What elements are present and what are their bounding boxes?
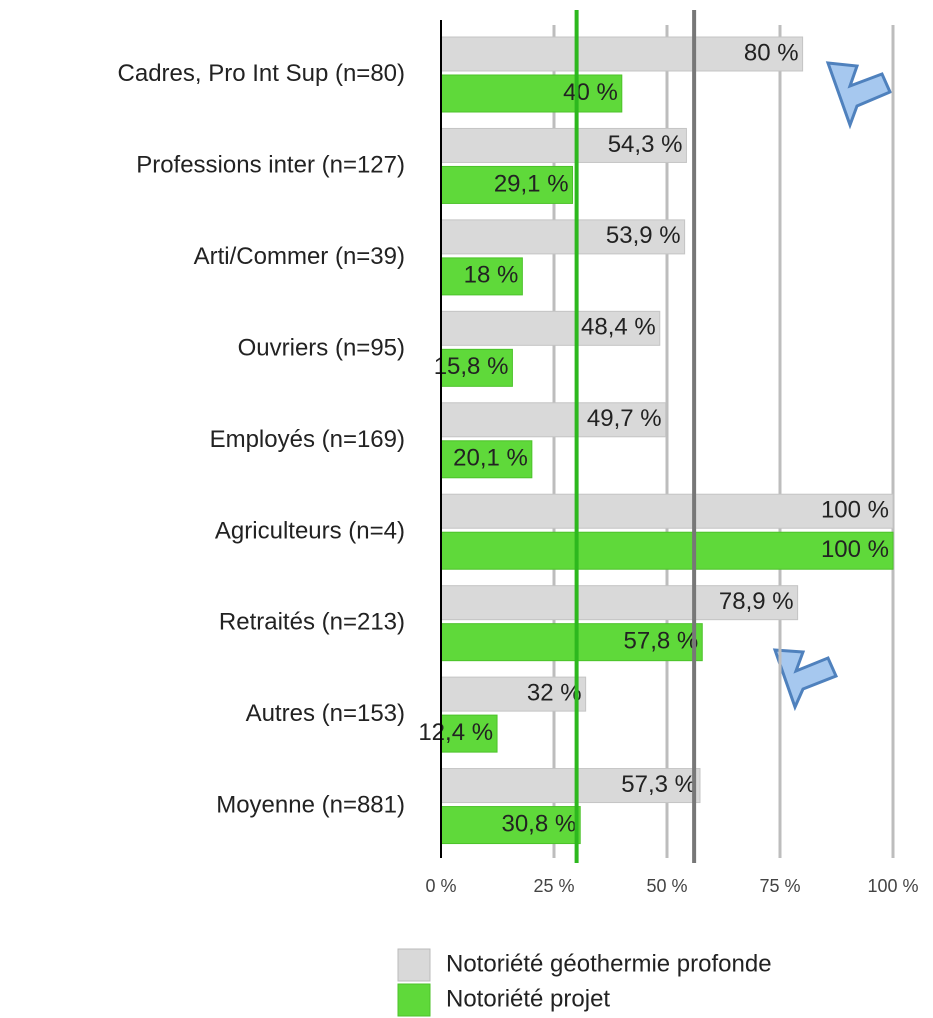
value-label: 78,9 % — [719, 588, 794, 615]
category-label: Ouvriers (n=95) — [238, 334, 405, 361]
category-label: Moyenne (n=881) — [216, 792, 405, 819]
category-label: Cadres, Pro Int Sup (n=80) — [118, 60, 405, 87]
bar — [440, 531, 894, 570]
category-label: Employés (n=169) — [210, 426, 405, 453]
value-label: 12,4 % — [418, 719, 493, 746]
value-label: 40 % — [563, 79, 618, 106]
category-label: Retraités (n=213) — [219, 609, 405, 636]
bar — [440, 493, 894, 529]
arrow-decoration — [772, 61, 892, 712]
bar — [440, 768, 701, 804]
value-label: 15,8 % — [434, 353, 509, 380]
bar — [440, 257, 523, 296]
value-label: 48,4 % — [581, 314, 656, 341]
value-label: 100 % — [821, 497, 889, 524]
bar — [440, 402, 667, 438]
legend-label: Notoriété géothermie profonde — [446, 950, 772, 977]
legend-swatch — [397, 948, 431, 982]
bar — [440, 676, 587, 712]
value-label: 18 % — [464, 262, 519, 289]
x-tick-label: 0 % — [425, 876, 456, 896]
arrow — [825, 61, 892, 130]
value-label: 20,1 % — [453, 445, 528, 472]
value-label: 29,1 % — [494, 170, 569, 197]
arrow — [772, 648, 839, 712]
bar — [440, 74, 623, 113]
bar — [440, 310, 661, 346]
category-label: Autres (n=153) — [246, 700, 405, 727]
x-tick-label: 25 % — [533, 876, 574, 896]
bar — [440, 348, 513, 387]
x-tick-label: 50 % — [646, 876, 687, 896]
category-label: Professions inter (n=127) — [136, 152, 405, 179]
value-label: 53,9 % — [606, 222, 681, 249]
category-label: Arti/Commer (n=39) — [194, 243, 405, 270]
value-label: 49,7 % — [587, 405, 662, 432]
value-label: 57,3 % — [621, 771, 696, 798]
bar — [440, 585, 799, 621]
bar — [440, 623, 703, 662]
legend-label: Notoriété projet — [446, 985, 610, 1012]
value-label: 80 % — [744, 39, 799, 66]
value-label: 57,8 % — [624, 628, 699, 655]
category-label: Agriculteurs (n=4) — [215, 517, 405, 544]
value-label: 30,8 % — [501, 810, 576, 837]
bar — [440, 806, 581, 845]
value-label: 100 % — [821, 536, 889, 563]
x-tick-label: 75 % — [759, 876, 800, 896]
legend-swatch — [397, 983, 431, 1017]
value-label: 32 % — [527, 679, 582, 706]
x-tick-label: 100 % — [867, 876, 918, 896]
value-label: 54,3 % — [608, 131, 683, 158]
bar — [440, 714, 498, 753]
bar — [440, 36, 804, 72]
